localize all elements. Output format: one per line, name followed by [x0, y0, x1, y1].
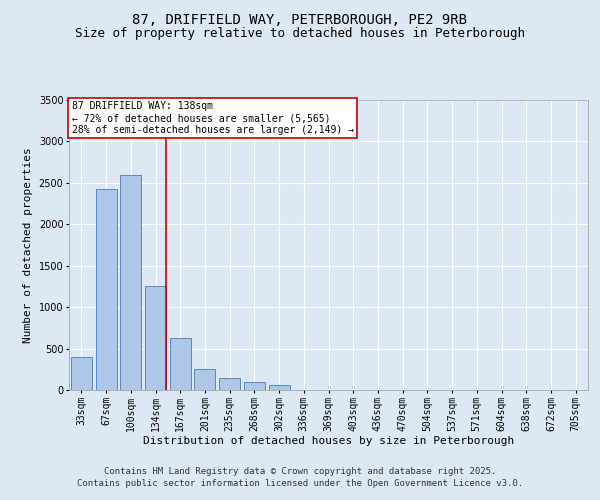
Bar: [194, 370, 215, 390]
Text: Contains HM Land Registry data © Crown copyright and database right 2025.
Contai: Contains HM Land Registry data © Crown c…: [77, 466, 523, 487]
Text: Size of property relative to detached houses in Peterborough: Size of property relative to detached ho…: [75, 28, 525, 40]
Text: 87, DRIFFIELD WAY, PETERBOROUGH, PE2 9RB: 87, DRIFFIELD WAY, PETERBOROUGH, PE2 9RB: [133, 12, 467, 26]
Bar: [170, 338, 191, 390]
Bar: [269, 385, 290, 390]
Bar: [219, 378, 240, 390]
Bar: [145, 286, 166, 390]
Bar: [95, 190, 116, 390]
X-axis label: Distribution of detached houses by size in Peterborough: Distribution of detached houses by size …: [143, 436, 514, 446]
Bar: [71, 357, 92, 390]
Bar: [120, 174, 141, 390]
Bar: [244, 382, 265, 390]
Text: 87 DRIFFIELD WAY: 138sqm
← 72% of detached houses are smaller (5,565)
28% of sem: 87 DRIFFIELD WAY: 138sqm ← 72% of detach…: [71, 102, 353, 134]
Y-axis label: Number of detached properties: Number of detached properties: [23, 147, 33, 343]
